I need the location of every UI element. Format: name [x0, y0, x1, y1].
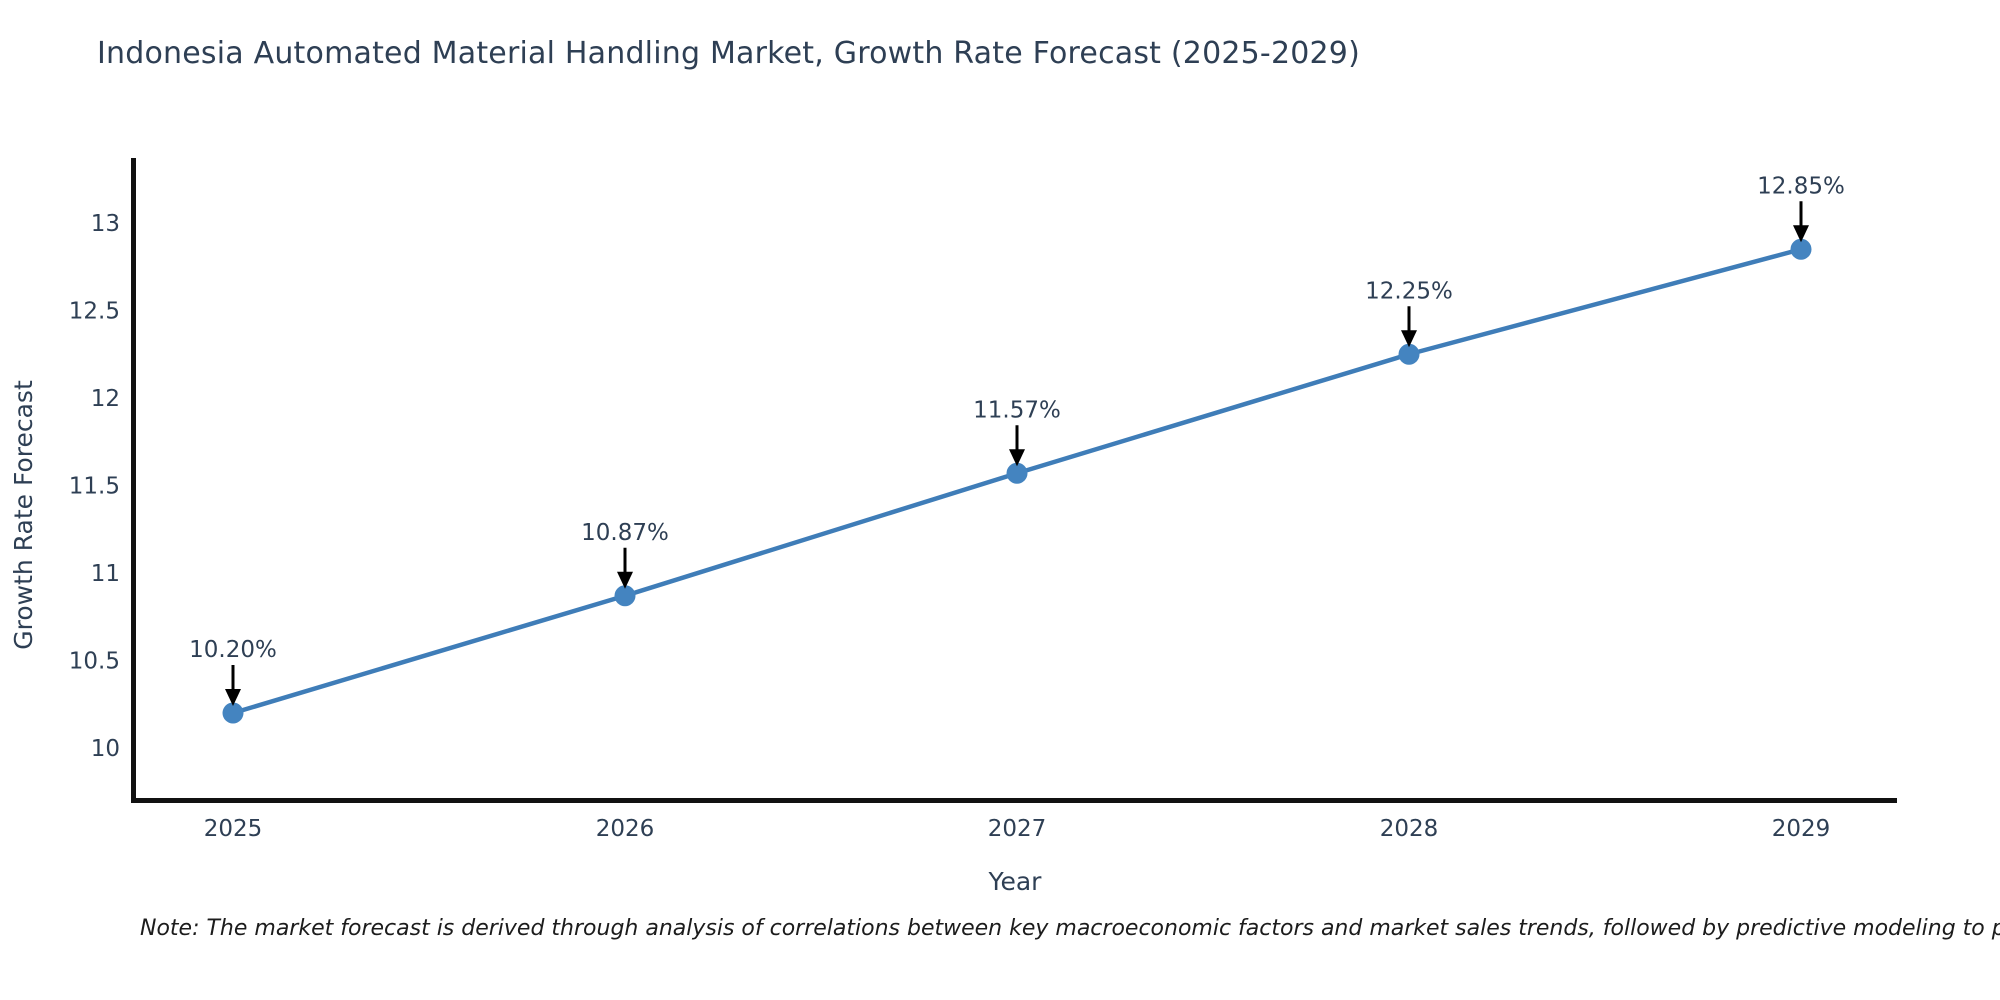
x-tick-label: 2028 — [1380, 816, 1439, 842]
y-tick-label: 13 — [91, 211, 120, 237]
point-value-label: 10.87% — [581, 520, 669, 546]
footnote: Note: The market forecast is derived thr… — [140, 916, 2000, 941]
y-tick-label: 11.5 — [69, 474, 120, 500]
annotation-arrow-head — [1793, 225, 1809, 243]
x-tick-label: 2026 — [596, 816, 655, 842]
annotation-arrow-head — [1401, 330, 1417, 348]
y-tick-label: 12 — [91, 386, 120, 412]
y-tick-label: 12.5 — [69, 299, 120, 325]
chart-title: Indonesia Automated Material Handling Ma… — [97, 36, 1361, 71]
annotation-arrow-head — [225, 689, 241, 706]
y-axis-title: Growth Rate Forecast — [9, 380, 38, 650]
y-tick-label: 10.5 — [69, 649, 120, 675]
y-tick-label: 11 — [91, 561, 120, 587]
point-value-label: 11.57% — [973, 397, 1061, 423]
x-tick-label: 2027 — [988, 816, 1047, 842]
y-tick-label: 10 — [91, 736, 120, 762]
data-point-marker — [1006, 462, 1028, 484]
point-value-label: 12.85% — [1757, 173, 1845, 199]
x-axis-title: Year — [988, 867, 1043, 896]
data-point-marker — [222, 702, 244, 724]
point-value-label: 12.25% — [1365, 278, 1453, 304]
annotation-arrow-head — [617, 571, 633, 589]
data-point-marker — [614, 585, 636, 607]
x-tick-label: 2029 — [1772, 816, 1831, 842]
annotation-arrow-head — [1009, 449, 1025, 467]
point-value-label: 10.20% — [189, 637, 277, 663]
data-point-marker — [1790, 238, 1812, 260]
data-point-marker — [1398, 343, 1420, 365]
x-tick-label: 2025 — [204, 816, 263, 842]
